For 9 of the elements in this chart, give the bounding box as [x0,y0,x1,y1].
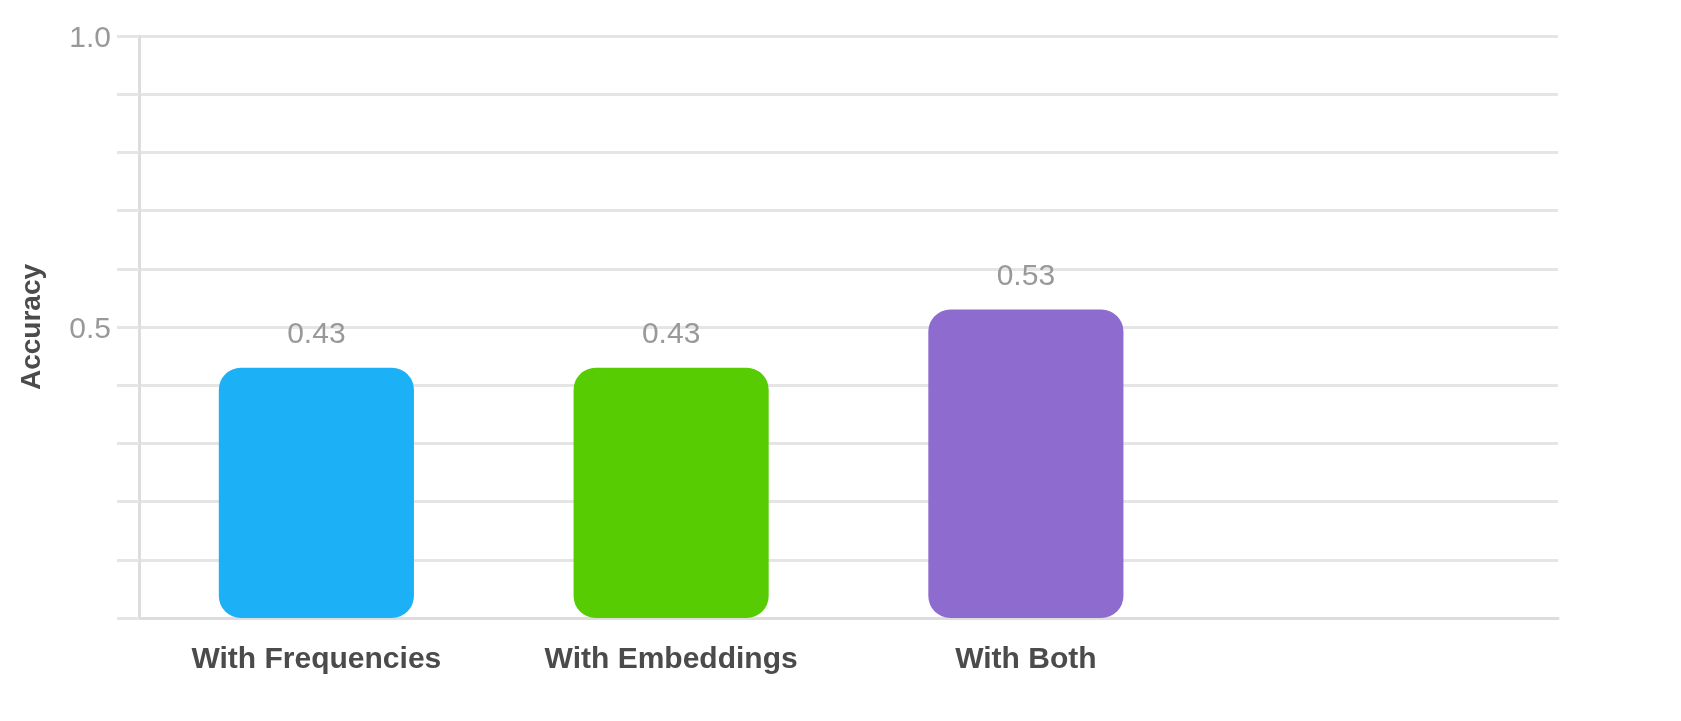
data-label: 0.43 [641,316,701,350]
x-tick-label: With Both [955,640,1097,674]
y-tick-label: 1.0 [69,19,111,53]
y-axis-title: Accuracy [14,263,46,391]
y-tick-label: 0.5 [69,310,111,344]
data-label: 0.43 [287,316,346,350]
data-label: 0.53 [996,258,1056,292]
x-tick-label: With Embeddings [544,640,798,674]
x-tick-label: With Frequencies [191,640,442,674]
